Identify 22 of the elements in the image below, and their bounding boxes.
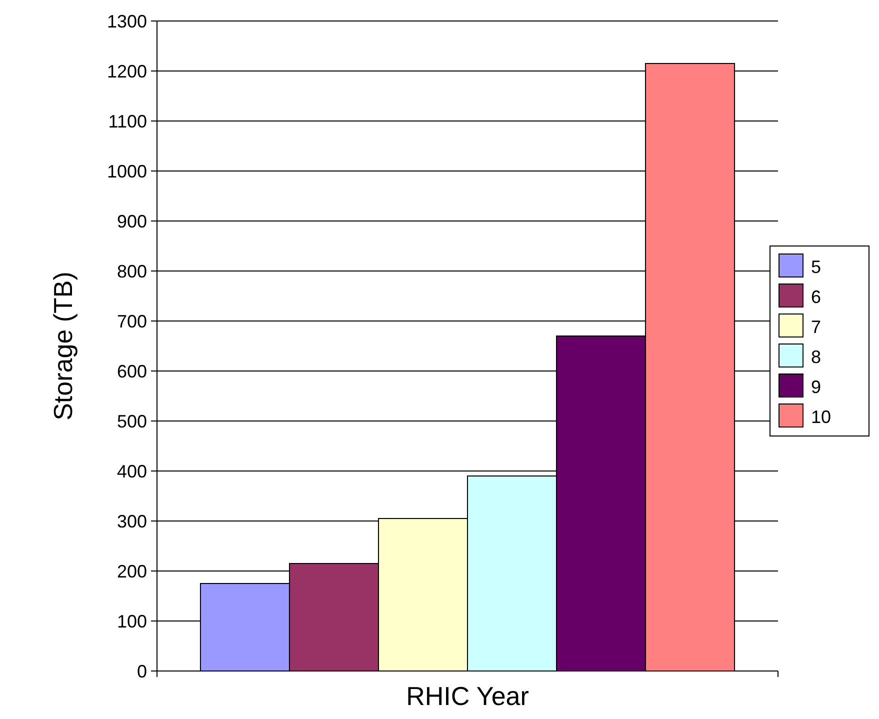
y-tick-label: 200 [116, 561, 147, 582]
y-tick-label: 800 [116, 261, 147, 282]
y-tick-label: 300 [116, 511, 147, 532]
y-axis-title: Storage (TB) [48, 272, 78, 420]
y-tick-label: 0 [136, 661, 147, 682]
legend-label: 7 [811, 317, 822, 337]
y-tick-label: 700 [116, 311, 147, 332]
y-tick-label: 400 [116, 461, 147, 482]
y-tick-label: 900 [116, 211, 147, 232]
y-tick-label: 1200 [106, 61, 147, 82]
y-tick-label: 100 [116, 611, 147, 632]
legend-label: 8 [811, 347, 822, 367]
y-tick-label: 1100 [108, 111, 147, 132]
x-axis-title: RHIC Year [406, 681, 530, 711]
legend-label: 5 [811, 257, 822, 277]
y-tick-label: 600 [116, 361, 147, 382]
legend-label: 6 [811, 287, 822, 307]
legend-label: 9 [811, 377, 822, 397]
y-tick-label: 1300 [106, 11, 147, 32]
y-tick-label: 1000 [106, 161, 147, 182]
y-tick-label: 500 [116, 411, 147, 432]
legend-label: 10 [811, 407, 832, 427]
